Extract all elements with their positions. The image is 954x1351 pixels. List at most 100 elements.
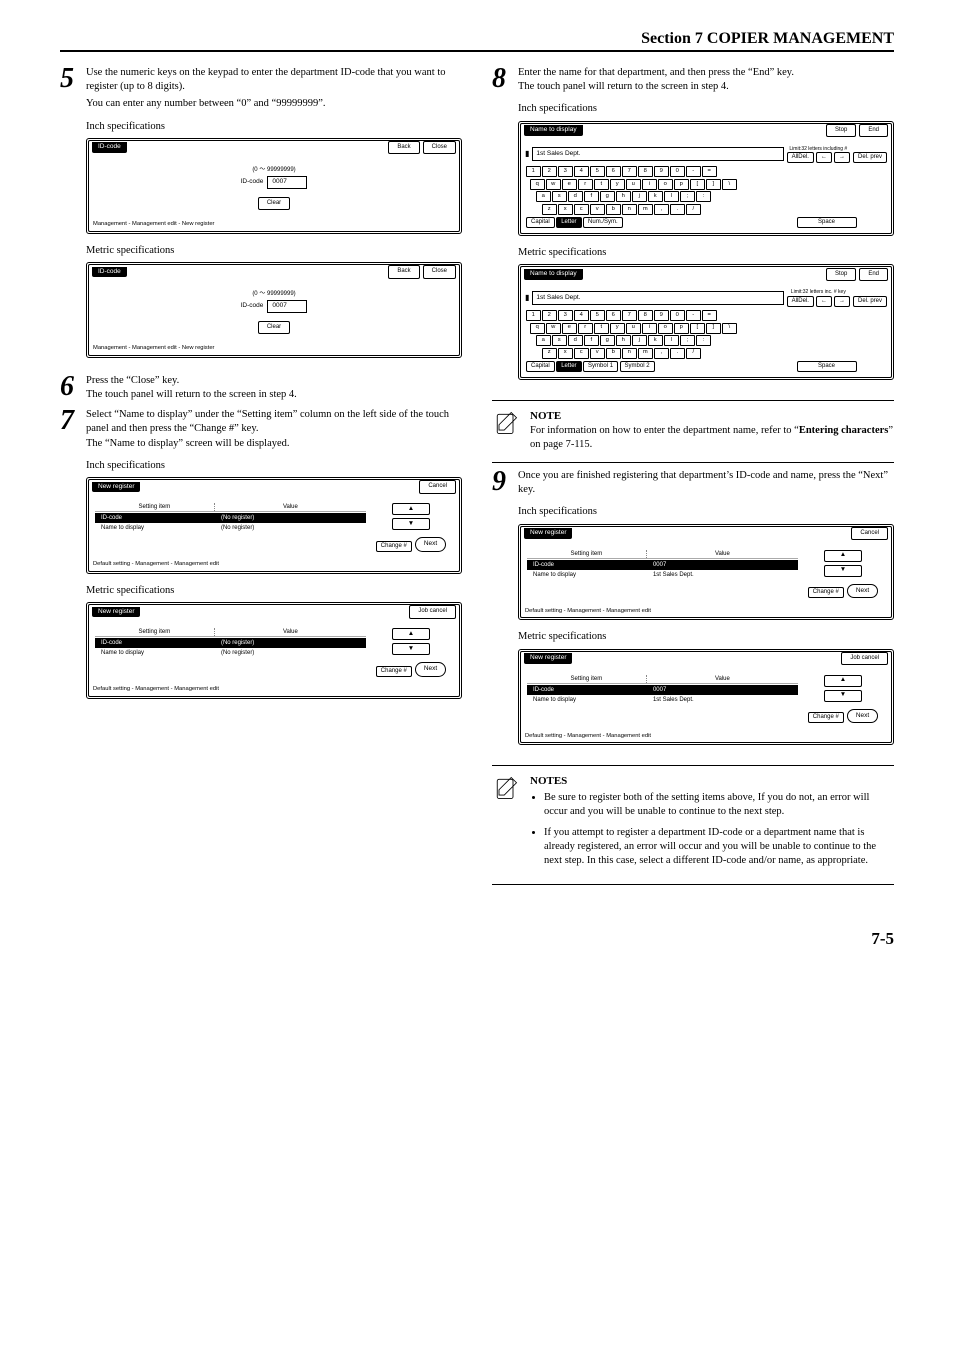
down-button[interactable]: ▼ (824, 565, 862, 577)
key-e[interactable]: e (562, 323, 577, 334)
key-4[interactable]: 4 (574, 166, 589, 177)
key-t[interactable]: t (594, 179, 609, 190)
key-o[interactable]: o (658, 323, 673, 334)
key-;[interactable]: ; (680, 335, 695, 346)
back-button[interactable]: Back (388, 265, 419, 278)
key-d[interactable]: d (568, 335, 583, 346)
clear-button[interactable]: Clear (258, 197, 290, 210)
key-o[interactable]: o (658, 179, 673, 190)
up-button[interactable]: ▲ (392, 503, 430, 515)
key-r[interactable]: r (578, 323, 593, 334)
key-c[interactable]: c (574, 348, 589, 359)
down-button[interactable]: ▼ (824, 690, 862, 702)
jobcancel-button[interactable]: Job cancel (409, 605, 456, 618)
key-l[interactable]: l (664, 191, 679, 202)
name-input[interactable]: 1st Sales Dept. (532, 147, 783, 161)
up-button[interactable]: ▲ (824, 550, 862, 562)
key-a[interactable]: a (536, 191, 551, 202)
key-c[interactable]: c (574, 204, 589, 215)
name-input[interactable]: 1st Sales Dept. (532, 291, 783, 305)
key-.[interactable]: . (670, 204, 685, 215)
key-w[interactable]: w (546, 179, 561, 190)
row-idcode[interactable]: ID-code(No register) (95, 638, 366, 648)
key-f[interactable]: f (584, 335, 599, 346)
key-a[interactable]: a (536, 335, 551, 346)
close-button[interactable]: Close (423, 265, 456, 278)
next-button[interactable]: Next (847, 584, 878, 599)
stop-button[interactable]: Stop (826, 268, 856, 281)
key-k[interactable]: k (648, 335, 663, 346)
key-b[interactable]: b (606, 348, 621, 359)
key-h[interactable]: h (616, 335, 631, 346)
key-6[interactable]: 6 (606, 166, 621, 177)
key-5[interactable]: 5 (590, 166, 605, 177)
key-h[interactable]: h (616, 191, 631, 202)
left-arrow-button[interactable]: ← (816, 296, 832, 307)
close-button[interactable]: Close (423, 141, 456, 154)
key-u[interactable]: u (626, 179, 641, 190)
key-v[interactable]: v (590, 204, 605, 215)
left-arrow-button[interactable]: ← (816, 152, 832, 163)
key-3[interactable]: 3 (558, 310, 573, 321)
key-u[interactable]: u (626, 323, 641, 334)
symbol1-button[interactable]: Symbol 1 (583, 361, 618, 372)
key-/[interactable]: / (686, 204, 701, 215)
key-][interactable]: ] (706, 323, 721, 334)
key-6[interactable]: 6 (606, 310, 621, 321)
key-,[interactable]: , (654, 348, 669, 359)
capital-button[interactable]: Capital (526, 361, 555, 372)
key-v[interactable]: v (590, 348, 605, 359)
right-arrow-button[interactable]: → (834, 152, 850, 163)
key-.[interactable]: . (670, 348, 685, 359)
cancel-button[interactable]: Cancel (419, 480, 456, 493)
key-r[interactable]: r (578, 179, 593, 190)
up-button[interactable]: ▲ (824, 675, 862, 687)
right-arrow-button[interactable]: → (834, 296, 850, 307)
key-7[interactable]: 7 (622, 310, 637, 321)
key-:[interactable]: : (696, 191, 711, 202)
change-button[interactable]: Change # (808, 712, 844, 723)
key-\[interactable]: \ (722, 179, 737, 190)
row-idcode[interactable]: ID-code(No register) (95, 513, 366, 523)
end-button[interactable]: End (859, 124, 888, 137)
next-button[interactable]: Next (847, 709, 878, 724)
key-][interactable]: ] (706, 179, 721, 190)
clear-button[interactable]: Clear (258, 321, 290, 334)
capital-button[interactable]: Capital (526, 217, 555, 228)
key-s[interactable]: s (552, 191, 567, 202)
key-n[interactable]: n (622, 204, 637, 215)
alldel-button[interactable]: AllDel. (787, 152, 814, 163)
key-1[interactable]: 1 (526, 166, 541, 177)
space-button[interactable]: Space (797, 361, 857, 372)
key-l[interactable]: l (664, 335, 679, 346)
key-2[interactable]: 2 (542, 310, 557, 321)
back-button[interactable]: Back (388, 141, 419, 154)
key-j[interactable]: j (632, 191, 647, 202)
key-:[interactable]: : (696, 335, 711, 346)
stop-button[interactable]: Stop (826, 124, 856, 137)
key-z[interactable]: z (542, 348, 557, 359)
key-/[interactable]: / (686, 348, 701, 359)
key-3[interactable]: 3 (558, 166, 573, 177)
up-button[interactable]: ▲ (392, 628, 430, 640)
key-x[interactable]: x (558, 348, 573, 359)
key-,[interactable]: , (654, 204, 669, 215)
key-[[interactable]: [ (690, 323, 705, 334)
key-i[interactable]: i (642, 323, 657, 334)
key-0[interactable]: 0 (670, 310, 685, 321)
key-f[interactable]: f (584, 191, 599, 202)
key-t[interactable]: t (594, 323, 609, 334)
key-=[interactable]: = (702, 166, 717, 177)
change-button[interactable]: Change # (376, 666, 412, 677)
key-i[interactable]: i (642, 179, 657, 190)
key-m[interactable]: m (638, 204, 653, 215)
next-button[interactable]: Next (415, 662, 446, 677)
next-button[interactable]: Next (415, 537, 446, 552)
key-9[interactable]: 9 (654, 166, 669, 177)
change-button[interactable]: Change # (376, 541, 412, 552)
delprev-button[interactable]: Del. prev (853, 296, 887, 307)
alldel-button[interactable]: AllDel. (787, 296, 814, 307)
key-4[interactable]: 4 (574, 310, 589, 321)
down-button[interactable]: ▼ (392, 643, 430, 655)
key-z[interactable]: z (542, 204, 557, 215)
